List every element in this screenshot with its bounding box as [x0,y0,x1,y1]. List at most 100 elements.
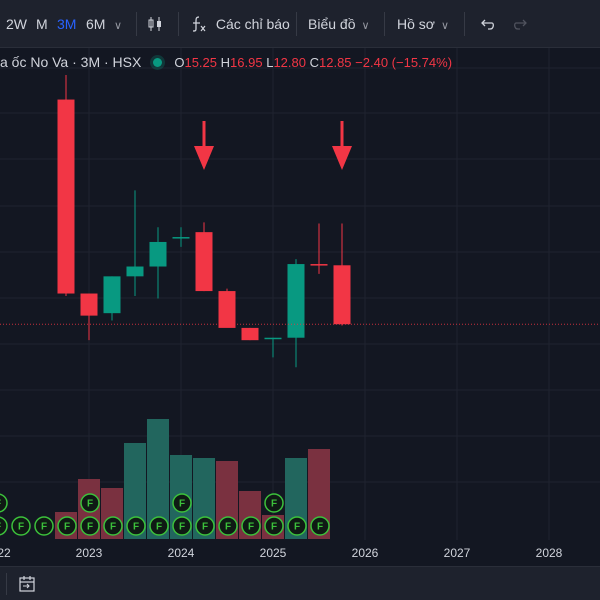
open-label: O [174,55,185,70]
redo-icon [514,19,527,30]
arrow-annotations [194,121,352,170]
candle-body [310,264,328,266]
market-status-dot [153,58,163,67]
down-arrow-annotation [332,121,352,170]
candlestick-type-button[interactable] [146,0,164,48]
chart-type-label: Biểu đồ [308,16,356,32]
event-marker-letter: F [156,522,162,533]
event-markers: F F F F F F F F F F F F F F F F F F F [0,493,330,536]
arrow-head [332,146,352,170]
event-marker-letter: F [0,499,1,510]
event-marker-letter: F [110,522,116,533]
event-marker-f: F [264,493,284,513]
event-marker-f: F [0,516,8,536]
high-value: 16.95 [230,55,263,70]
indicators-label: Các chỉ báo [215,16,290,32]
candle-body [195,232,213,292]
indicators-button[interactable]: Các chỉ báo [190,0,290,48]
x-axis-label: 2023 [76,546,103,560]
low-label: L [266,55,274,70]
close-value: 12.85 [319,55,352,70]
candle-body [103,276,121,314]
open-value: 15.25 [184,55,218,70]
price-chart[interactable]: F F F F F F F F F F F F F F F F F F F 22 2023 2024 2025 2026 20… [0,0,600,566]
event-marker-letter: F [87,499,93,510]
event-marker-circle [0,493,8,513]
x-axis-label: 2028 [536,546,563,560]
toolbar-divider [178,12,179,36]
event-marker-letter: F [202,522,208,533]
event-marker-f: F [0,493,8,513]
event-marker-f: F [172,493,192,513]
candle-body [287,264,305,338]
toolbar-divider [464,12,465,36]
arrow-head [194,146,214,170]
intervals-dropdown-chevron-icon[interactable]: ∨ [114,20,123,32]
event-marker-f: F [80,493,100,513]
event-marker-circle [149,516,169,536]
event-marker-circle [11,516,31,536]
candle-body [264,337,282,340]
event-marker-letter: F [271,522,277,533]
close-label: C [309,55,319,70]
event-marker-letter: F [179,522,185,533]
event-marker-f: F [80,516,100,536]
event-marker-f: F [241,516,261,536]
event-marker-circle [0,516,8,536]
date-range-calendar-icon[interactable] [18,575,36,593]
event-marker-circle [80,493,100,513]
profile-label: Hồ sơ [397,16,435,32]
undo-button[interactable] [478,0,496,48]
candle-body [218,291,236,328]
event-marker-letter: F [317,522,323,533]
candle-body [333,265,351,325]
x-axis-label: 2027 [444,546,471,560]
low-value: 12.80 [273,55,306,70]
event-marker-circle [103,516,123,536]
interval-1m[interactable]: M [36,16,48,32]
candle-body [80,293,98,316]
toolbar-divider [136,12,137,36]
event-marker-f: F [126,516,146,536]
event-marker-f: F [287,516,307,536]
event-marker-circle [172,516,192,536]
volume-bar [124,443,146,539]
event-marker-circle [264,493,284,513]
redo-button[interactable] [512,0,530,48]
undo-icon [481,19,494,30]
x-axis-label: 2024 [168,546,195,560]
event-marker-letter: F [87,522,93,533]
interval-2w[interactable]: 2W [6,16,27,32]
event-marker-circle [57,516,77,536]
event-marker-f: F [264,516,284,536]
chart-type-dropdown[interactable]: Biểu đồ ∨ [308,0,370,48]
event-marker-f: F [103,516,123,536]
event-marker-circle [126,516,146,536]
event-marker-f: F [310,516,330,536]
symbol-title[interactable]: a ốc No Va · 3M · HSX [0,54,142,70]
event-marker-circle [287,516,307,536]
ohlc-legend: a ốc No Va · 3M · HSX O15.25 H16.95 L12.8… [0,52,452,72]
event-marker-circle [310,516,330,536]
event-marker-letter: F [179,499,185,510]
event-marker-letter: F [133,522,139,533]
interval-6m[interactable]: 6M [86,16,106,32]
change-value: −2.40 (−15.74%) [355,55,453,70]
high-label: H [220,55,231,70]
candle-body [149,241,167,267]
event-marker-letter: F [225,522,231,533]
event-marker-letter: F [271,499,277,510]
volume-bar [308,449,330,539]
event-marker-letter: F [18,522,24,533]
interval-3m[interactable]: 3M [57,16,77,32]
event-marker-letter: F [0,522,1,533]
x-axis-label: 2025 [260,546,287,560]
candle-body [57,99,75,294]
event-marker-f: F [11,516,31,536]
candles [57,75,351,368]
profile-dropdown[interactable]: Hồ sơ ∨ [397,0,449,48]
top-toolbar: 2W M 3M 6M ∨ Các chỉ báo Biểu đồ ∨ Hồ sơ ∨ [0,0,600,48]
event-marker-letter: F [64,522,70,533]
candles-icon [148,17,161,31]
toolbar-divider [384,12,385,36]
